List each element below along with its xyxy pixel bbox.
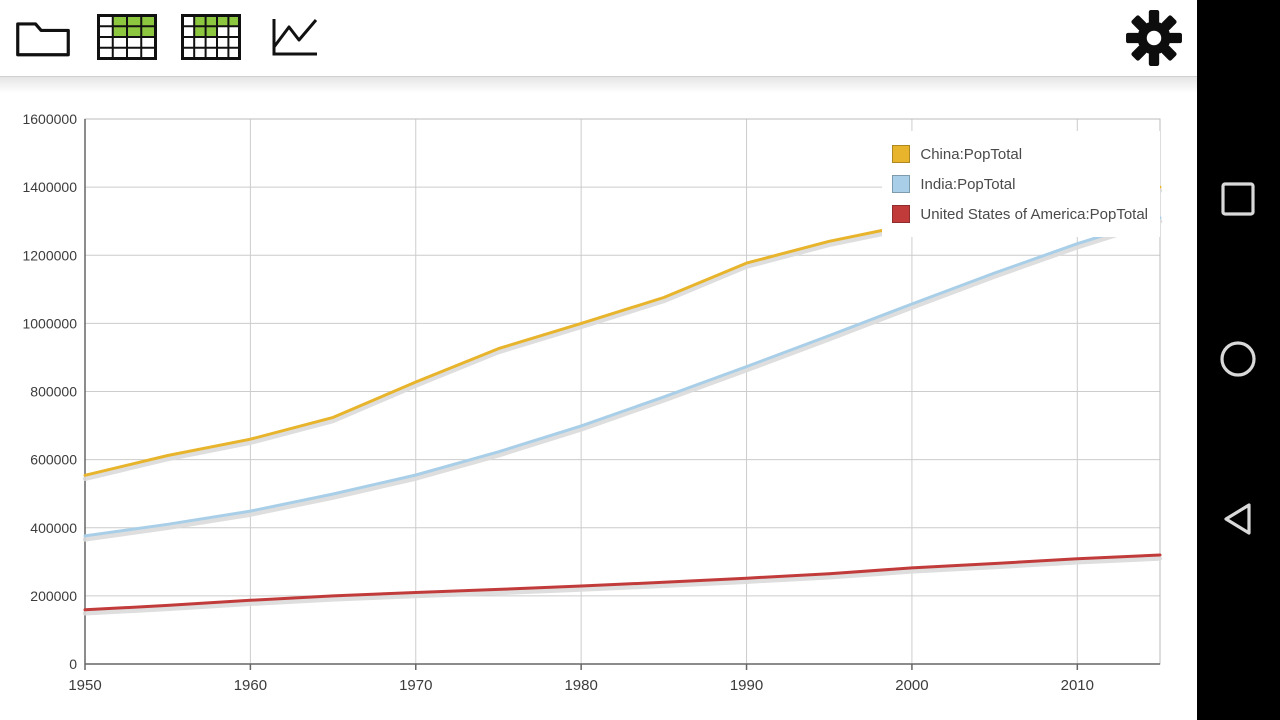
- chart-area: 1950 1960 1970 1980 1990 2000 2010 0 200000 40000…: [0, 77, 1197, 720]
- legend-label: India:PopTotal: [920, 175, 1016, 193]
- folder-button[interactable]: [12, 11, 74, 65]
- table-grid-icon: [97, 13, 157, 63]
- svg-text:1960: 1960: [234, 677, 267, 694]
- home-button[interactable]: [1208, 330, 1268, 390]
- svg-text:1970: 1970: [399, 677, 432, 694]
- settings-button[interactable]: [1125, 9, 1183, 70]
- svg-text:200000: 200000: [30, 588, 77, 604]
- toolbar-left-group: [0, 11, 326, 65]
- folder-icon: [14, 12, 72, 65]
- table-grid-dense-icon: [181, 13, 241, 63]
- legend-item: United States of America:PopTotal: [892, 199, 1148, 229]
- svg-text:1200000: 1200000: [22, 247, 77, 263]
- svg-text:1400000: 1400000: [22, 179, 77, 195]
- line-chart-icon: [268, 13, 322, 64]
- svg-text:2010: 2010: [1061, 677, 1094, 694]
- svg-text:800000: 800000: [30, 384, 77, 400]
- legend-item: China:PopTotal: [892, 139, 1148, 169]
- toolbar: [0, 0, 1197, 77]
- chart-legend: China:PopTotal India:PopTotal United State…: [882, 131, 1160, 237]
- android-navbar: [1197, 0, 1280, 720]
- legend-swatch: [892, 145, 911, 163]
- svg-text:1600000: 1600000: [22, 111, 77, 127]
- recents-button[interactable]: [1208, 170, 1268, 230]
- back-triangle-icon: [1218, 499, 1258, 542]
- svg-text:400000: 400000: [30, 520, 77, 536]
- legend-label: China:PopTotal: [920, 145, 1023, 163]
- legend-item: India:PopTotal: [892, 169, 1148, 199]
- home-circle-icon: [1218, 339, 1258, 382]
- back-button[interactable]: [1208, 490, 1268, 550]
- svg-text:600000: 600000: [30, 452, 77, 468]
- settings-gear-icon: [1125, 9, 1183, 70]
- svg-text:0: 0: [69, 656, 77, 672]
- chart-view-button[interactable]: [264, 11, 326, 65]
- svg-text:1950: 1950: [68, 677, 101, 694]
- table-button[interactable]: [96, 11, 158, 65]
- pivot-table-button[interactable]: [180, 11, 242, 65]
- svg-text:1990: 1990: [730, 677, 763, 694]
- legend-swatch: [892, 205, 911, 223]
- svg-text:1980: 1980: [564, 677, 597, 694]
- legend-label: United States of America:PopTotal: [920, 205, 1148, 223]
- legend-swatch: [892, 175, 911, 193]
- recents-square-icon: [1219, 180, 1257, 221]
- svg-text:1000000: 1000000: [22, 315, 77, 331]
- svg-text:2000: 2000: [895, 677, 928, 694]
